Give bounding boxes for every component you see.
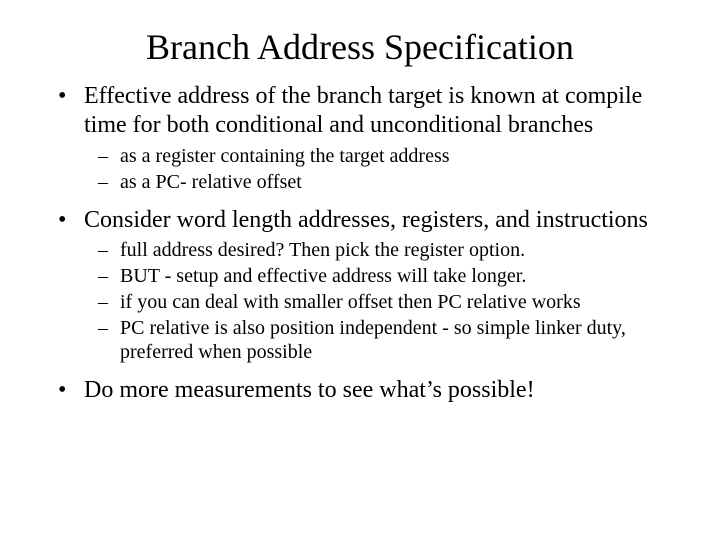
bullet-text: PC relative is also position independent… xyxy=(120,316,680,364)
bullet-text: if you can deal with smaller offset then… xyxy=(120,290,581,314)
bullet-level2: – as a register containing the target ad… xyxy=(98,144,680,168)
bullet-text: as a PC- relative offset xyxy=(120,170,302,194)
bullet-level1: • Do more measurements to see what’s pos… xyxy=(58,376,680,405)
bullet-level2: – if you can deal with smaller offset th… xyxy=(98,290,680,314)
bullet-dash-icon: – xyxy=(98,144,120,168)
bullet-text: full address desired? Then pick the regi… xyxy=(120,238,525,262)
bullet-dash-icon: – xyxy=(98,290,120,314)
bullet-text: as a register containing the target addr… xyxy=(120,144,450,168)
bullet-text: Do more measurements to see what’s possi… xyxy=(84,376,535,405)
bullet-level2: – BUT - setup and effective address will… xyxy=(98,264,680,288)
bullet-dot-icon: • xyxy=(58,376,84,405)
bullet-dash-icon: – xyxy=(98,316,120,364)
bullet-level1: • Consider word length addresses, regist… xyxy=(58,206,680,235)
bullet-level1: • Effective address of the branch target… xyxy=(58,82,680,140)
bullet-text: BUT - setup and effective address will t… xyxy=(120,264,526,288)
bullet-dash-icon: – xyxy=(98,264,120,288)
bullet-dash-icon: – xyxy=(98,238,120,262)
bullet-level2: – PC relative is also position independe… xyxy=(98,316,680,364)
bullet-text: Consider word length addresses, register… xyxy=(84,206,648,235)
bullet-level2: – as a PC- relative offset xyxy=(98,170,680,194)
bullet-dot-icon: • xyxy=(58,82,84,140)
bullet-dash-icon: – xyxy=(98,170,120,194)
bullet-level2: – full address desired? Then pick the re… xyxy=(98,238,680,262)
bullet-dot-icon: • xyxy=(58,206,84,235)
bullet-text: Effective address of the branch target i… xyxy=(84,82,680,140)
slide-title: Branch Address Specification xyxy=(40,26,680,68)
